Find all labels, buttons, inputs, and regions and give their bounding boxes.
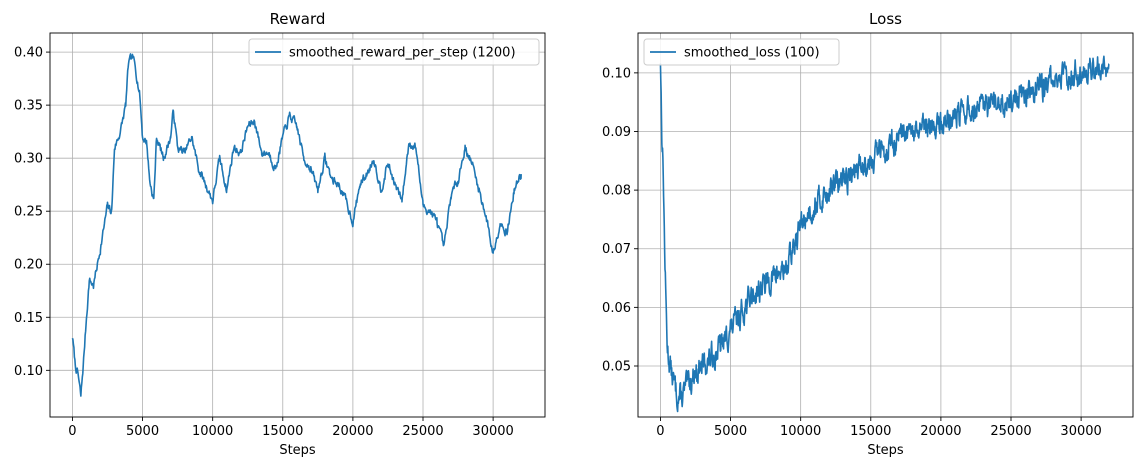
y-tick-label: 0.10 (602, 66, 631, 81)
x-tick-label: 5000 (714, 424, 747, 439)
legend: smoothed_reward_per_step (1200) (248, 38, 540, 66)
legend: smoothed_loss (100) (643, 38, 840, 66)
x-tick-label: 5000 (126, 424, 159, 439)
legend-label: smoothed_loss (100) (684, 46, 820, 61)
loss-chart: 0 5000 10000 15000 20000 25000 30000 0.05 0.06 0.… (602, 10, 1134, 458)
legend-label: smoothed_reward_per_step (1200) (289, 46, 516, 61)
x-axis-label: Steps (279, 443, 316, 458)
y-tick-label: 0.06 (602, 301, 631, 316)
plot-frame (637, 32, 1134, 418)
legend-box (643, 38, 840, 66)
y-tick-label: 0.40 (14, 46, 43, 61)
x-tick-label: 30000 (472, 424, 513, 439)
x-tick-label: 20000 (920, 424, 961, 439)
y-tick-label: 0.25 (14, 205, 43, 220)
y-tick-label: 0.08 (602, 184, 631, 199)
x-tick-label: 10000 (780, 424, 821, 439)
plot-frame (49, 32, 546, 418)
x-tick-label: 0 (656, 424, 664, 439)
y-tick-label: 0.35 (14, 99, 43, 114)
chart-title: Loss (869, 10, 902, 28)
y-tick-label: 0.05 (602, 359, 631, 374)
y-tick-label: 0.09 (602, 125, 631, 140)
x-tick-label: 25000 (990, 424, 1031, 439)
y-tick-label: 0.30 (14, 152, 43, 167)
y-tick-label: 0.15 (14, 311, 43, 326)
chart-title: Reward (270, 10, 326, 28)
x-tick-label: 30000 (1060, 424, 1101, 439)
y-tick-label: 0.10 (14, 364, 43, 379)
y-tick-label: 0.20 (14, 258, 43, 273)
x-tick-label: 20000 (332, 424, 373, 439)
x-tick-label: 15000 (262, 424, 303, 439)
y-tick-label: 0.07 (602, 242, 631, 257)
x-tick-label: 10000 (192, 424, 233, 439)
x-axis-label: Steps (867, 443, 904, 458)
series-line (659, 55, 1110, 413)
x-tick-label: 0 (68, 424, 76, 439)
x-tick-label: 25000 (402, 424, 443, 439)
reward-chart: 0 5000 10000 15000 20000 25000 30000 0.10 0.15 0.… (14, 10, 546, 458)
legend-box (248, 38, 540, 66)
x-tick-label: 15000 (850, 424, 891, 439)
series-line (71, 53, 522, 397)
